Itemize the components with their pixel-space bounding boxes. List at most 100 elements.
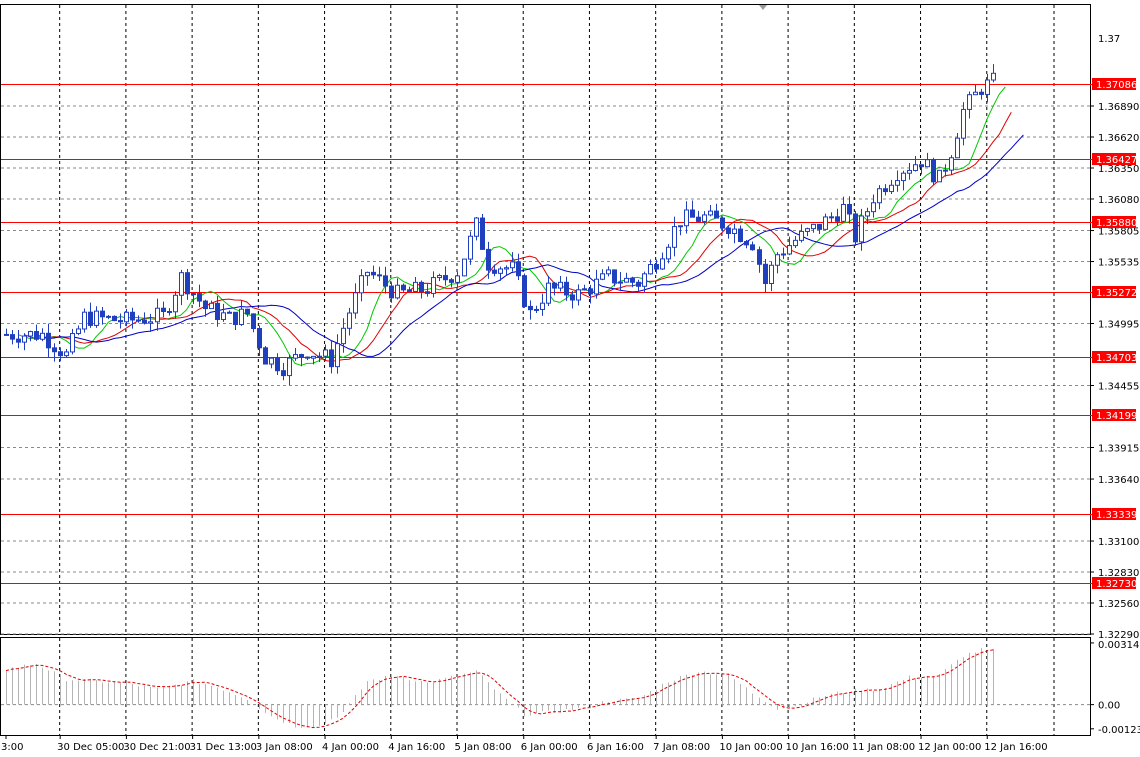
candle-body <box>100 310 105 318</box>
level-label-text: 1.32730 <box>1096 579 1137 590</box>
candle-body <box>383 275 388 287</box>
candle-body <box>46 332 51 349</box>
time-tick-label: 3 Jan 08:00 <box>256 742 313 753</box>
candle-body <box>419 281 424 293</box>
candle-body <box>847 203 852 215</box>
horizontal-levels <box>1 84 1094 584</box>
candle-body <box>486 248 491 271</box>
time-tick-label: 10 Jan 16:00 <box>786 742 849 753</box>
candle-body <box>883 188 888 193</box>
candle-body <box>221 312 226 321</box>
candle-body <box>437 275 442 279</box>
price-tick-label: 1.32830 <box>1098 568 1139 579</box>
candle-body <box>431 277 436 294</box>
time-tick-label: 5 Jan 08:00 <box>455 742 512 753</box>
candle-body <box>955 137 960 159</box>
candle-body <box>654 264 659 270</box>
candle-body <box>293 354 298 359</box>
candle-body <box>275 357 280 372</box>
candle-body <box>462 258 467 277</box>
level-label-box <box>1092 216 1136 228</box>
price-tick-label: 1.35535 <box>1098 258 1139 269</box>
candle-body <box>720 217 725 229</box>
level-label-text: 1.35272 <box>1096 288 1137 299</box>
candle-body <box>925 159 930 168</box>
price-tick-label: 1.33100 <box>1098 537 1139 548</box>
candle-body <box>425 291 430 294</box>
price-tick-label: 1.35805 <box>1098 227 1139 238</box>
candle-body <box>504 267 509 270</box>
candle-body <box>263 347 268 365</box>
candle-body <box>215 302 220 321</box>
candle-body <box>793 239 798 247</box>
candle-body <box>582 288 587 291</box>
candle-body <box>642 273 647 287</box>
candle-body <box>118 320 123 323</box>
shift-marker-icon[interactable] <box>759 5 767 10</box>
oscillator-series <box>5 648 994 729</box>
level-label-text: 1.35880 <box>1096 218 1137 229</box>
candle-body <box>449 279 454 283</box>
candlestick-series <box>4 64 996 386</box>
candle-body <box>702 214 707 222</box>
candle-body <box>251 313 256 330</box>
price-tick-label: 1.33640 <box>1098 475 1139 486</box>
candle-body <box>239 308 244 326</box>
candle-body <box>329 349 334 368</box>
candle-body <box>498 268 503 274</box>
candle-body <box>22 335 27 343</box>
main-plot-frame <box>0 4 1091 635</box>
candle-body <box>678 225 683 228</box>
candle-body <box>245 308 250 315</box>
candle-body <box>907 169 912 174</box>
candle-body <box>468 235 473 260</box>
candle-body <box>606 269 611 275</box>
candle-body <box>106 315 111 318</box>
candle-body <box>227 311 232 314</box>
candle-body <box>155 307 160 323</box>
candle-body <box>191 293 196 296</box>
candle-body <box>690 209 695 218</box>
candle-body <box>913 164 918 171</box>
time-tick-label: 30 Dec 21:00 <box>123 742 190 753</box>
candle-body <box>28 331 33 337</box>
candle-body <box>943 169 948 172</box>
candle-body <box>919 164 924 168</box>
candle-body <box>823 216 828 230</box>
osc-tick-label: 0.00 <box>1098 701 1120 712</box>
level-label-text: 1.36427 <box>1096 155 1137 166</box>
price-tick-label: 1.36620 <box>1098 133 1139 144</box>
grid-lines <box>1 5 1090 735</box>
time-tick-label: 30 Dec 05:00 <box>57 742 124 753</box>
candle-body <box>359 275 364 294</box>
candle-body <box>853 213 858 243</box>
candle-body <box>901 172 906 182</box>
level-label-text: 1.33339 <box>1096 510 1137 521</box>
candle-body <box>612 269 617 284</box>
candle-body <box>40 332 45 340</box>
candle-body <box>395 284 400 299</box>
candle-body <box>738 228 743 243</box>
candle-body <box>335 343 340 368</box>
candle-body <box>961 108 966 139</box>
candle-body <box>136 319 141 322</box>
candle-body <box>480 217 485 250</box>
candle-body <box>558 281 563 289</box>
candle-body <box>353 292 358 314</box>
time-tick-label: 10 Jan 00:00 <box>719 742 782 753</box>
candle-body <box>10 334 15 340</box>
candle-body <box>648 264 653 275</box>
candle-body <box>811 223 816 230</box>
oscillator-frame <box>0 637 1091 736</box>
candle-body <box>666 246 671 260</box>
level-label-box <box>1092 351 1136 363</box>
time-tick-label: 31 Dec 13:00 <box>190 742 257 753</box>
candle-body <box>341 327 346 345</box>
time-tick-label: 12 Jan 16:00 <box>984 742 1047 753</box>
candle-body <box>347 312 352 329</box>
candle-body <box>624 277 629 283</box>
price-tick-label: 1.36080 <box>1098 195 1139 206</box>
ma-fast-line <box>17 86 1006 366</box>
time-tick-label: 6 Jan 00:00 <box>521 742 578 753</box>
